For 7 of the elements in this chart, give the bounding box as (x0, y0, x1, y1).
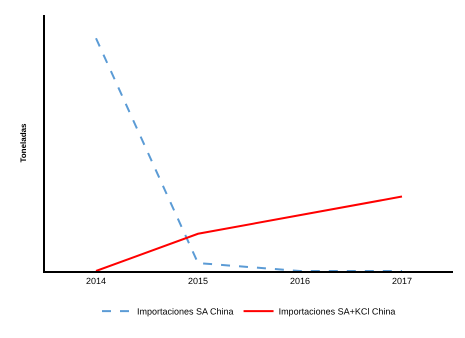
x-tick-label: 2017 (392, 276, 412, 286)
x-tick-label: 2015 (188, 276, 208, 286)
x-tick-label: 2016 (290, 276, 310, 286)
y-axis-title: Toneladas (19, 122, 28, 162)
legend-label: Importaciones SA+KCl China (278, 306, 396, 317)
legend-label: Importaciones SA China (137, 306, 234, 317)
x-tick-label: 2014 (86, 276, 106, 286)
